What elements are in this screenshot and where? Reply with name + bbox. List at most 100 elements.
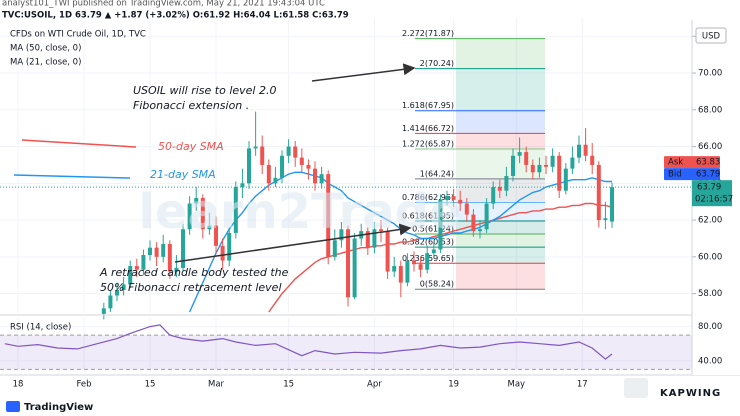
annotation: 50-day SMA (158, 140, 224, 153)
candle-body (491, 187, 496, 204)
candle-body (181, 229, 186, 268)
sma-key-line (13, 174, 131, 179)
candle-body (108, 295, 113, 309)
candle-body (187, 203, 192, 230)
candle-body (352, 238, 357, 298)
x-tick-label: 18 (13, 380, 24, 390)
candle-body (214, 225, 219, 246)
fib-label: 1.272(65.87) (402, 139, 454, 148)
y-tick-label: 58.00 (698, 289, 722, 299)
watermark: learn2Trade (138, 184, 461, 240)
candle-body (134, 266, 139, 270)
last-price: 63.79 (697, 183, 721, 193)
rsi-legend: RSI (14, close) (10, 323, 71, 333)
x-tick-label: Feb (76, 380, 91, 390)
candle-body (101, 308, 106, 314)
x-tick-label: 15 (145, 380, 156, 390)
annotation: A retraced candle body tested the (99, 266, 289, 279)
candle-body (240, 183, 245, 188)
candle-body (550, 155, 555, 167)
candle-body (207, 225, 212, 230)
candle-body (247, 148, 252, 184)
candle-body (583, 144, 588, 156)
candle-body (385, 231, 390, 272)
fib-label: 2.272(71.87) (402, 29, 454, 38)
candle-body (537, 164, 542, 173)
candle-body (471, 214, 476, 232)
candle-body (148, 247, 153, 256)
x-tick-label: 17 (577, 380, 588, 390)
candle-body (313, 168, 318, 184)
candle-body (194, 198, 199, 204)
price-label-value: 63.79 (696, 170, 720, 180)
candle-body (603, 218, 608, 221)
y-tick-label: 60.00 (698, 252, 722, 262)
price-label-name: Ask (668, 158, 683, 168)
candle-body (372, 229, 377, 248)
symbol-line: TVC:USOIL, 1D 63.79 ▲ +1.87 (+3.02%) O:6… (2, 11, 349, 21)
candle-body (280, 155, 285, 178)
rsi-line (4, 324, 613, 360)
fib-band (456, 247, 545, 264)
fib-band (456, 110, 545, 134)
candle-body (524, 152, 529, 165)
fib-label: 0.618(61.95) (402, 212, 454, 221)
candle-body (154, 247, 159, 257)
footer (0, 395, 740, 416)
candle-body (346, 229, 351, 298)
candle-body (445, 196, 450, 200)
fib-band (456, 38, 545, 69)
candle-body (319, 174, 324, 184)
fib-label: 1(64.24) (420, 169, 454, 178)
candle-body (530, 164, 535, 173)
countdown: 02:16:57 (695, 195, 733, 205)
candle-body (412, 260, 417, 265)
candle-body (306, 164, 311, 169)
candle-body (392, 266, 397, 272)
fib-label: 2(70.24) (420, 59, 454, 68)
fib-label: 1.414(66.72) (402, 124, 454, 133)
logo-icon (6, 401, 20, 412)
fib-band (456, 148, 545, 179)
candle-body (570, 157, 575, 169)
candle-body (458, 199, 463, 204)
fib-label: 0(58.24) (420, 280, 454, 289)
fib-label: 0.5(61.24) (412, 225, 454, 234)
candle-body (398, 266, 403, 283)
rsi-tick-label: 80.00 (698, 322, 722, 332)
annotation: 21-day SMA (150, 168, 216, 181)
source: CFDs on WTI Crude Oil, 1D, TVC (10, 30, 146, 40)
fib-band (456, 234, 545, 248)
fib-label: 0.786(62.96) (402, 193, 454, 202)
candle-body (511, 155, 516, 176)
price-label-box (664, 168, 720, 181)
legend-ma50: MA (50, close, 0) (10, 44, 81, 54)
candle-body (266, 164, 271, 184)
plot-area: 2.272(71.87) 2(70.24) 1.618(67.95) 1.414(66… (0, 18, 692, 372)
candle-body (121, 284, 126, 290)
fib-band (456, 133, 545, 149)
candle-body (497, 187, 502, 191)
annotation: USOIL will rise to level 2.0 (133, 84, 276, 97)
candle-body (115, 289, 120, 296)
candle-body (464, 203, 469, 215)
publisher: analyst101_TWI published on TradingView.… (2, 0, 325, 9)
candle-body (286, 146, 291, 156)
fib-band (456, 202, 545, 222)
candle-body (293, 146, 298, 158)
candle-body (167, 243, 172, 272)
y-tick-label: 66.00 (698, 142, 722, 152)
candle-body (273, 177, 278, 184)
y-tick-label: 68.00 (698, 105, 722, 115)
candle-body (161, 243, 166, 257)
candle-body (418, 264, 423, 270)
candle-body (577, 144, 582, 158)
x-tick-label: Apr (367, 380, 382, 390)
candle-body (563, 168, 568, 191)
price-label-box (664, 156, 720, 169)
candle-body (517, 152, 522, 156)
candle-body (557, 155, 562, 191)
candle-body (504, 175, 509, 191)
candle-body (174, 267, 179, 272)
candle-body (590, 155, 595, 165)
